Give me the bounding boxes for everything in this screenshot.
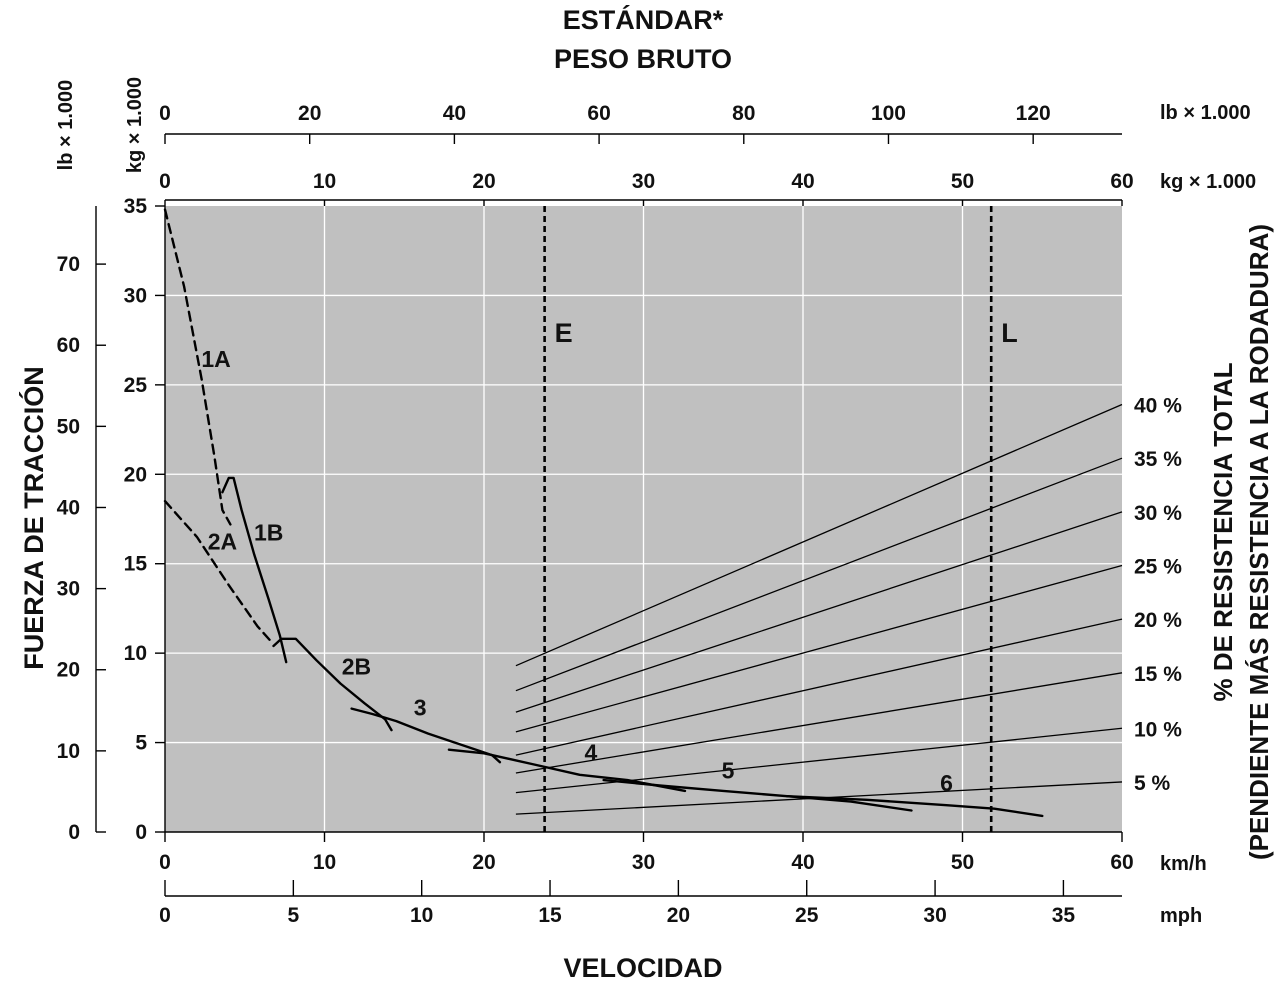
top-kg-tick-label: 10 [313,170,336,193]
resistance-line [515,564,1123,733]
top-lb-tick-label: 20 [298,102,321,125]
y-lb-unit: lb × 1.000 [55,80,77,171]
resistance-line-label: 20 % [1134,609,1182,632]
gear-curve-6 [785,795,1044,818]
resistance-line-label: 15 % [1134,663,1182,686]
y-lb-tick-label: 60 [57,334,80,357]
y-kg-tick-label: 35 [124,195,148,218]
gear-curve-label-2A: 2A [208,528,237,554]
y-lb-tick-label: 10 [57,740,80,763]
top-lb-tick-label: 120 [1016,102,1051,125]
chart-title-line-2: PESO BRUTO [554,44,732,74]
y-axis-title: FUERZA DE TRACCIÓN [18,366,49,670]
right-axis-title-line-1: % DE RESISTENCIA TOTAL [1208,362,1238,701]
top-kg-tick-label: 0 [159,170,171,193]
resistance-line-label: 30 % [1134,502,1182,525]
resistance-line [515,403,1123,667]
top-lb-tick-label: 0 [159,102,171,125]
x-mph-tick-label: 30 [923,904,946,927]
x-mph-tick-label: 15 [538,904,562,927]
x-mph-tick-label: 10 [410,904,433,927]
x-kmh-tick-label: 30 [632,851,655,874]
gear-curve-label-1B: 1B [254,519,283,545]
gear-curve-5 [602,778,913,812]
y-lb-tick-label: 0 [68,821,80,844]
resistance-line [515,672,1123,774]
y-kg-tick-label: 15 [124,553,148,576]
x-mph-unit: mph [1160,905,1202,927]
top-kg-tick-label: 40 [791,170,814,193]
x-kmh-tick-label: 20 [472,851,495,874]
top-kg-unit: kg × 1.000 [1160,171,1256,193]
x-mph-tick-label: 0 [159,904,171,927]
x-mph-tick-label: 25 [795,904,819,927]
gear-curve-2A [163,499,274,644]
resistance-line [515,457,1123,692]
y-lb-tick-label: 70 [57,253,80,276]
top-kg-tick-label: 20 [472,170,495,193]
x-kmh-tick-label: 0 [159,851,171,874]
top-kg-tick-label: 30 [632,170,655,193]
resistance-line-label: 25 % [1134,556,1182,579]
gear-curve-label-6: 6 [940,770,953,796]
gear-curve-label-4: 4 [584,739,597,765]
resistance-line-label: 10 % [1134,718,1182,741]
resistance-line-label: 35 % [1134,448,1182,471]
x-kmh-unit: km/h [1160,853,1207,875]
y-kg-tick-label: 30 [124,284,147,307]
y-kg-tick-label: 20 [124,463,147,486]
top-kg-tick-label: 60 [1110,170,1133,193]
weight-marker-label-E: E [555,318,573,348]
weight-marker-label-L: L [1001,318,1018,348]
top-lb-unit: lb × 1.000 [1160,102,1251,124]
gear-curve-1A [163,208,232,526]
resistance-line-label: 5 % [1134,772,1171,795]
top-lb-tick-label: 100 [871,102,906,125]
y-lb-tick-label: 50 [57,415,80,438]
x-mph-tick-label: 5 [288,904,300,927]
resistance-line [515,511,1123,713]
gear-curve-label-1A: 1A [201,346,230,372]
right-axis-title-line-2: (PENDIENTE MÁS RESISTENCIA A LA RODADURA… [1244,224,1274,860]
y-lb-tick-label: 20 [57,659,80,682]
gear-curve-label-2B: 2B [342,654,371,680]
gear-curve-label-5: 5 [722,757,735,783]
top-lb-tick-label: 40 [443,102,466,125]
top-lb-tick-label: 60 [587,102,610,125]
x-mph-tick-label: 20 [667,904,690,927]
gear-curve-label-3: 3 [414,695,427,721]
x-kmh-tick-label: 10 [313,851,336,874]
gear-curve-1B [221,476,288,664]
x-kmh-tick-label: 60 [1110,851,1133,874]
y-kg-tick-label: 10 [124,642,147,665]
resistance-line-label: 40 % [1134,395,1182,418]
x-kmh-tick-label: 40 [791,851,814,874]
x-axis-title: VELOCIDAD [563,953,722,982]
y-lb-tick-label: 40 [57,496,80,519]
y-lb-tick-label: 30 [57,578,80,601]
top-kg-tick-label: 50 [951,170,974,193]
y-kg-tick-label: 0 [135,821,147,844]
y-kg-tick-label: 5 [135,732,147,755]
resistance-line [515,618,1123,756]
x-mph-tick-label: 35 [1052,904,1076,927]
top-lb-tick-label: 80 [732,102,755,125]
y-kg-tick-label: 25 [124,374,148,397]
chart-title-line-1: ESTÁNDAR* [563,4,724,35]
gear-curve-4 [447,748,687,793]
x-kmh-tick-label: 50 [951,851,974,874]
y-kg-unit: kg × 1.000 [124,77,146,173]
